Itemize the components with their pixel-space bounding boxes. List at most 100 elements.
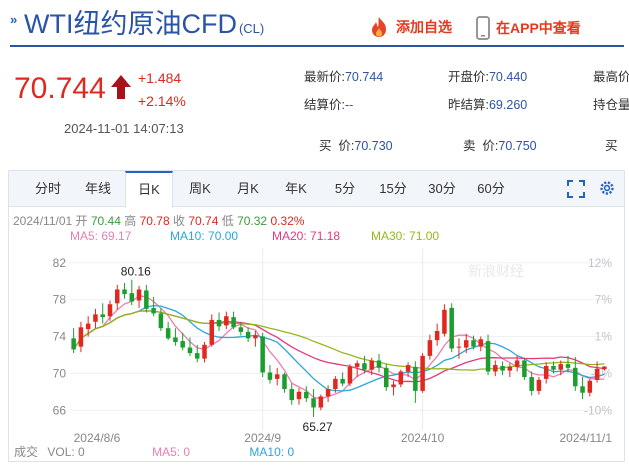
- tab-5min[interactable]: 5分: [334, 181, 356, 196]
- candle-body: [100, 314, 105, 318]
- candle-body: [391, 384, 396, 388]
- stat-open-label: 开盘价:: [448, 70, 489, 84]
- tab-60min[interactable]: 60分: [477, 181, 505, 196]
- pct-tick-label: 1%: [595, 330, 613, 344]
- candle: [471, 335, 476, 350]
- candle-body: [340, 378, 345, 384]
- candle-body: [413, 366, 418, 391]
- candle-body: [384, 367, 389, 388]
- candle-body: [347, 366, 353, 384]
- stat-open-value: 70.440: [488, 70, 528, 84]
- candle: [122, 283, 127, 299]
- stat-latest: 最新价:70.744: [304, 66, 383, 85]
- ohlc-close-label: 收: [172, 214, 185, 228]
- quote-timestamp: 2024-11-01 14:07:13: [64, 121, 184, 136]
- candle-body: [129, 293, 135, 302]
- ma30-legend: MA30: 71.00: [371, 229, 440, 243]
- candle-body: [93, 314, 98, 322]
- candle: [391, 380, 396, 396]
- candle: [529, 371, 534, 396]
- candle: [376, 354, 382, 373]
- candle-body: [362, 363, 367, 370]
- tab-yearly-k[interactable]: 年K: [285, 181, 307, 196]
- candle: [318, 394, 324, 411]
- candle-body: [478, 339, 484, 347]
- candle-body: [376, 360, 382, 368]
- candle-body: [282, 374, 287, 390]
- candle: [413, 361, 418, 403]
- candle: [187, 337, 193, 356]
- stat-prev-settle-label: 昨结算:: [448, 98, 489, 112]
- candle: [384, 364, 389, 391]
- candle: [493, 360, 498, 377]
- fullscreen-icon[interactable]: [567, 180, 585, 198]
- tab-daily-k[interactable]: 日K: [125, 171, 173, 208]
- ma5-legend: MA5: 69.17: [70, 229, 132, 243]
- candle-body: [71, 338, 76, 350]
- view-in-app-label: 在APP中查看: [496, 20, 581, 36]
- settings-icon[interactable]: [598, 179, 616, 197]
- candle: [136, 285, 142, 308]
- candle-body: [594, 368, 600, 380]
- candle-body: [267, 372, 273, 380]
- stat-ask-value: 70.750: [498, 139, 537, 153]
- candle-body: [180, 341, 185, 348]
- ohlc-low: 70.32: [237, 214, 268, 228]
- tab-timeshare[interactable]: 分时: [34, 181, 61, 196]
- candle-body: [115, 289, 120, 304]
- candle: [71, 328, 76, 354]
- stat-latest-value: 70.744: [344, 70, 384, 84]
- candle-body: [463, 340, 469, 348]
- candle: [180, 332, 185, 351]
- ohlc-close: 70.74: [188, 214, 219, 228]
- tab-monthly-k[interactable]: 月K: [237, 181, 259, 196]
- stat-prev-settle-value: 69.260: [488, 98, 528, 112]
- up-arrow-icon: [111, 75, 131, 99]
- candle: [551, 361, 556, 374]
- candle-body: [471, 340, 476, 347]
- candle-body: [369, 360, 374, 370]
- candle-body: [434, 330, 440, 341]
- x-tick-label: 2024/10: [401, 431, 445, 445]
- phone-icon: [476, 16, 490, 40]
- candle-body: [333, 378, 338, 390]
- ma10-line: [73, 304, 605, 392]
- candle: [405, 362, 411, 378]
- tab-year-line[interactable]: 年线: [84, 181, 111, 196]
- candle-body: [253, 335, 258, 339]
- candle-body: [260, 336, 265, 373]
- candle-body: [144, 290, 149, 309]
- tab-30min[interactable]: 30分: [428, 181, 456, 196]
- candle-body: [587, 380, 593, 393]
- candle-body: [107, 304, 113, 317]
- double-chevron-icon: »: [10, 12, 18, 27]
- candle: [434, 323, 440, 346]
- candle-body: [398, 371, 404, 385]
- candle: [500, 361, 505, 376]
- candle: [573, 356, 578, 391]
- candle-body: [78, 327, 84, 347]
- candle-body: [304, 391, 309, 399]
- add-favorite-label: 添加自选: [396, 19, 452, 35]
- candle-body: [151, 307, 156, 314]
- candle-body: [231, 317, 236, 328]
- candle: [580, 377, 585, 400]
- candle: [165, 321, 171, 341]
- tab-15min[interactable]: 15分: [379, 181, 407, 196]
- instrument-name: WTI纽约原油CFD: [24, 9, 237, 39]
- ma20-legend: MA20: 71.18: [272, 229, 341, 243]
- price-change-percent: +2.14%: [138, 93, 186, 109]
- candle: [347, 364, 353, 387]
- view-in-app-button[interactable]: 在APP中查看: [476, 16, 581, 40]
- ohlc-low-label: 低: [221, 214, 234, 228]
- candle-body: [522, 360, 527, 378]
- candle: [587, 378, 593, 397]
- stat-bid2: 买: [598, 121, 624, 154]
- tab-weekly-k[interactable]: 周K: [189, 181, 211, 196]
- instrument-title: WTI纽约原油CFD (CL): [24, 8, 264, 45]
- add-favorite-button[interactable]: 添加自选: [368, 16, 452, 38]
- candle-body: [354, 363, 360, 367]
- candle: [398, 369, 404, 388]
- last-price: 70.744: [14, 72, 106, 105]
- candle: [340, 372, 345, 387]
